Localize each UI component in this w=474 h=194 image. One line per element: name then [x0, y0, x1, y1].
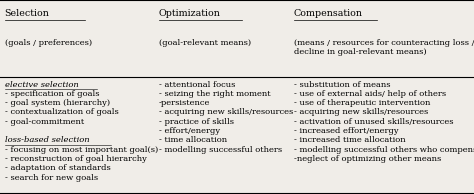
Text: - attentional focus: - attentional focus — [159, 81, 235, 88]
Text: - use of therapeutic intervention: - use of therapeutic intervention — [294, 99, 430, 107]
Text: - goal system (hierarchy): - goal system (hierarchy) — [5, 99, 110, 107]
Text: - increased time allocation: - increased time allocation — [294, 136, 405, 144]
Text: - contextualization of goals: - contextualization of goals — [5, 108, 118, 116]
Text: - modelling successful others who compensate: - modelling successful others who compen… — [294, 146, 474, 154]
Text: -neglect of optimizing other means: -neglect of optimizing other means — [294, 155, 441, 163]
Text: - use of external aids/ help of others: - use of external aids/ help of others — [294, 90, 446, 98]
Text: - reconstruction of goal hierarchy: - reconstruction of goal hierarchy — [5, 155, 146, 163]
Text: - practice of skills: - practice of skills — [159, 118, 234, 126]
Text: - specification of goals: - specification of goals — [5, 90, 99, 98]
Text: (goal-relevant means): (goal-relevant means) — [159, 39, 251, 47]
Text: - increased effort/energy: - increased effort/energy — [294, 127, 399, 135]
Text: Compensation: Compensation — [294, 9, 363, 18]
Text: -persistence: -persistence — [159, 99, 210, 107]
Text: Selection: Selection — [5, 9, 50, 18]
Text: - effort/energy: - effort/energy — [159, 127, 220, 135]
Text: - focusing on most important goal(s): - focusing on most important goal(s) — [5, 146, 158, 154]
Text: - acquiring new skills/resources: - acquiring new skills/resources — [159, 108, 293, 116]
Text: elective selection: elective selection — [5, 81, 79, 88]
Text: (means / resources for counteracting loss /
decline in goal-relevant means): (means / resources for counteracting los… — [294, 39, 474, 56]
Text: - search for new goals: - search for new goals — [5, 174, 98, 182]
Text: - modelling successful others: - modelling successful others — [159, 146, 282, 154]
Text: (goals / preferences): (goals / preferences) — [5, 39, 92, 47]
Text: - substitution of means: - substitution of means — [294, 81, 391, 88]
Text: - time allocation: - time allocation — [159, 136, 227, 144]
Text: Optimization: Optimization — [159, 9, 221, 18]
Text: - activation of unused skills/resources: - activation of unused skills/resources — [294, 118, 453, 126]
Text: - adaptation of standards: - adaptation of standards — [5, 164, 110, 172]
Text: - goal-commitment: - goal-commitment — [5, 118, 84, 126]
Text: - acquiring new skills/resources: - acquiring new skills/resources — [294, 108, 428, 116]
Text: - seizing the right moment: - seizing the right moment — [159, 90, 270, 98]
Text: loss-based selection: loss-based selection — [5, 136, 90, 144]
